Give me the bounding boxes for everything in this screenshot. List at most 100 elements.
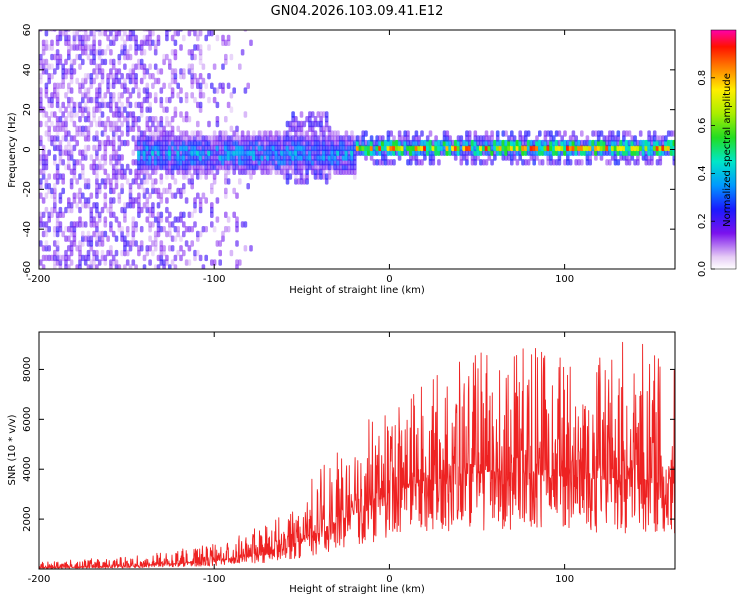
spectrogram-cell xyxy=(507,139,511,147)
spectrogram-cell xyxy=(473,159,478,166)
spectrogram-cell xyxy=(322,154,326,161)
spectrogram-cell xyxy=(198,254,203,262)
spectrogram-cell xyxy=(291,135,295,142)
spectrogram-cell xyxy=(111,111,116,118)
spectrogram-cell xyxy=(117,135,122,142)
spectrogram-cell xyxy=(151,82,155,89)
spectrogram-cell xyxy=(179,87,183,94)
spectrogram-cell xyxy=(190,211,194,218)
spectrogram-cell xyxy=(58,30,63,37)
spectrogram-cell xyxy=(414,139,419,147)
spectrogram-cell xyxy=(207,135,211,142)
spectrogram-cell xyxy=(72,39,77,46)
spectrogram-cell xyxy=(232,130,236,137)
spectrogram-cell xyxy=(50,73,54,80)
spectrogram-cell xyxy=(92,264,96,269)
spectrogram-cell xyxy=(529,144,534,152)
spectrogram-cell xyxy=(271,149,276,156)
spectrogram-cell xyxy=(493,139,497,147)
spectrogram-cell xyxy=(599,139,604,147)
spectrogram-cell xyxy=(672,159,675,166)
spectrogram-cell xyxy=(218,159,222,166)
spectrogram-cell xyxy=(55,130,60,137)
spectrogram-cell xyxy=(232,168,236,175)
spectrogram-cell xyxy=(364,130,368,137)
spectrogram-cell xyxy=(44,226,49,233)
spectrogram-cell xyxy=(226,216,231,223)
spectrogram-cell xyxy=(69,206,74,214)
spectrogram-cell xyxy=(151,168,155,175)
spectrogram-cell xyxy=(316,149,321,156)
spectrogram-cell xyxy=(263,139,267,147)
spectrogram-cell xyxy=(92,39,96,46)
spectrogram-cell xyxy=(243,159,248,166)
spectrogram-cell xyxy=(411,144,416,152)
spectrogram-cell xyxy=(58,125,63,132)
spectrogram-cell xyxy=(299,173,304,180)
spectrogram-cell xyxy=(341,149,346,156)
spectrogram-cell xyxy=(221,230,225,238)
spectrogram-cell xyxy=(55,230,60,238)
spectrogram-cell xyxy=(182,183,186,190)
spectrogram-cell xyxy=(510,135,514,142)
spectrogram-cell xyxy=(173,149,178,156)
spectrogram-cell xyxy=(128,111,133,118)
spectrogram-cell xyxy=(159,226,164,233)
spectrogram-cell xyxy=(473,149,478,156)
spectrogram-cell xyxy=(64,135,68,142)
spectrogram-cell xyxy=(193,73,197,80)
spectrogram-cell xyxy=(95,202,99,209)
spectrogram-cell xyxy=(125,230,130,238)
spectrogram-cell xyxy=(594,130,598,137)
spectrogram-cell xyxy=(420,149,424,156)
spectrogram-cell xyxy=(114,173,119,180)
spectrogram-cell xyxy=(254,135,259,142)
spectrogram-cell xyxy=(246,159,250,166)
spectrogram-cell xyxy=(170,68,175,75)
spectrogram-cell xyxy=(566,139,570,147)
spectrogram-cell xyxy=(296,168,301,175)
spectrogram-cell xyxy=(638,149,643,156)
spectrogram-cell xyxy=(95,87,99,94)
spectrogram-cell xyxy=(350,159,354,166)
spectrogram-xtick-label: 100 xyxy=(555,274,574,285)
spectrogram-cell xyxy=(420,130,424,137)
spectrogram-cell xyxy=(97,183,102,190)
spectrogram-cell xyxy=(128,44,133,51)
spectrogram-cell xyxy=(302,159,307,166)
spectrogram-cell xyxy=(652,130,657,137)
spectrogram-cell xyxy=(622,149,626,156)
spectrogram-cell xyxy=(47,96,51,104)
spectrogram-cell xyxy=(47,77,51,85)
spectrogram-cell xyxy=(196,235,200,242)
spectrogram-cell xyxy=(125,226,130,233)
spectrogram-cell xyxy=(95,135,99,142)
spectrogram-cell xyxy=(630,139,635,147)
spectrogram-cell xyxy=(97,30,102,37)
spectrogram-cell xyxy=(106,73,110,80)
spectrogram-cell xyxy=(173,139,178,147)
spectrogram-cell xyxy=(414,154,419,161)
spectrogram-cell xyxy=(117,77,122,85)
spectrogram-cell xyxy=(86,92,91,99)
spectrogram-cell xyxy=(263,144,267,152)
colorbar-gradient xyxy=(710,29,737,270)
spectrogram-cell xyxy=(319,116,323,123)
spectrogram-cell xyxy=(232,135,236,142)
spectrogram-cell xyxy=(249,154,253,161)
spectrogram-cell xyxy=(619,139,623,147)
spectrogram-cell xyxy=(481,144,486,152)
spectrogram-cell xyxy=(268,135,273,142)
spectrogram-cell xyxy=(125,34,130,42)
spectrogram-cell xyxy=(327,139,332,147)
spectrogram-cell xyxy=(193,53,197,61)
spectrogram-cell xyxy=(187,49,192,56)
spectrogram-cell xyxy=(61,68,65,75)
spectrogram-cell xyxy=(50,92,54,99)
spectrogram-cell xyxy=(310,159,315,166)
spectrogram-cell xyxy=(666,144,671,152)
spectrogram-cell xyxy=(78,116,82,123)
spectrogram-cell xyxy=(153,163,158,171)
spectrogram-cell xyxy=(652,135,657,142)
spectrogram-cell xyxy=(630,149,635,156)
